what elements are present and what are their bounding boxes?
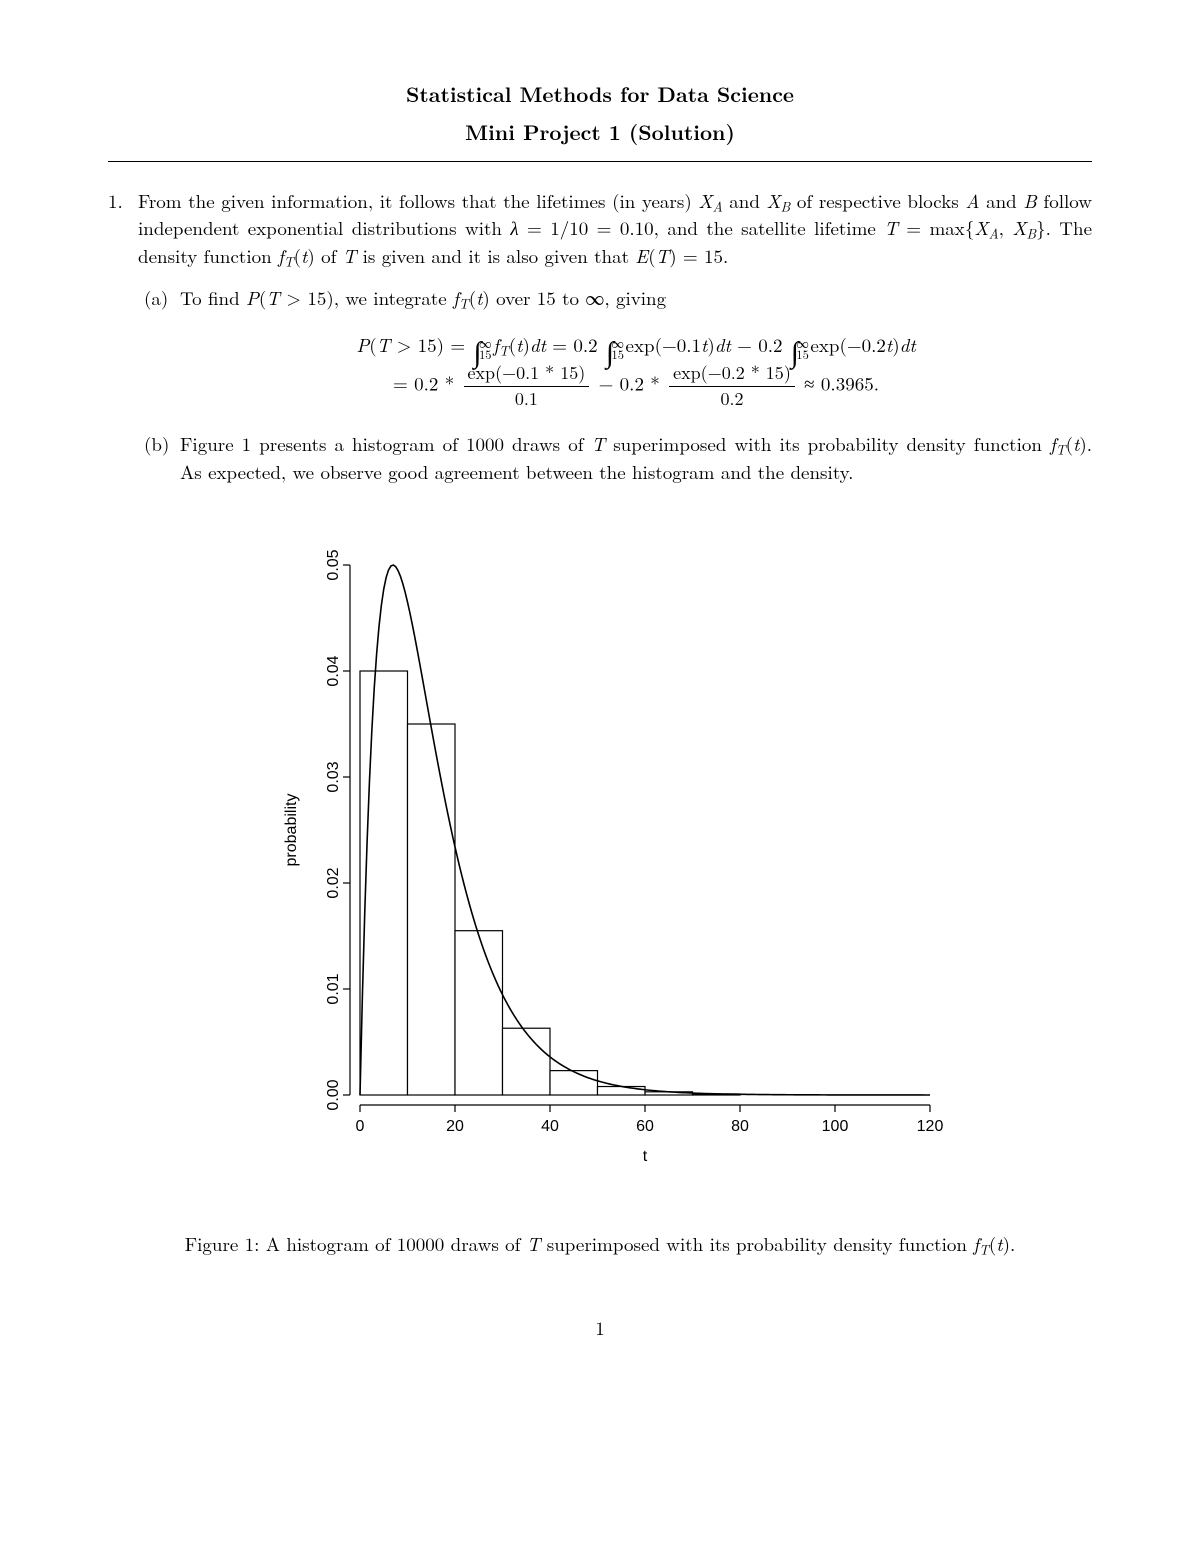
y-tick-label: 0.01 [325,973,342,1004]
part-a: (a) To find P(T > 15), we integrate fT(t… [144,285,1092,410]
y-tick-label: 0.05 [325,549,342,580]
x-tick-label: 20 [446,1118,464,1135]
y-tick-label: 0.00 [325,1079,342,1110]
figure-1-chart: 0 20 40 60 80 100 120 0.00 0.01 0.02 0.03 0.04 0.05 t… [240,545,960,1185]
title-block: Statistical Methods for Data Science Min… [108,80,1092,147]
part-a-equation: P(T > 15) = ∫∞15 fT(t)dt = 0.2 ∫∞15 exp(… [180,327,1092,410]
figure-1-caption: Figure 1: A histogram of 10000 draws of … [108,1231,1092,1259]
histogram-bar [598,1086,646,1094]
y-tick-label: 0.03 [325,761,342,792]
part-a-text: To find P(T > 15), we integrate fT(t) ov… [180,285,1092,313]
problem-list: 1. From the given information, it follow… [108,188,1092,485]
y-tick-label: 0.02 [325,867,342,898]
y-axis-label: probability [283,793,300,866]
part-b: (b) Figure 1 presents a histogram of 100… [144,431,1092,484]
problem-intro: From the given information, it follows t… [138,188,1092,271]
problem-1: 1. From the given information, it follow… [108,188,1092,485]
subparts: (a) To find P(T > 15), we integrate fT(t… [144,285,1092,485]
histogram-bar [455,931,503,1095]
title-line-1: Statistical Methods for Data Science [108,80,1092,108]
histogram-bar [503,1028,551,1095]
part-a-label: (a) [144,285,168,311]
x-tick-label: 40 [541,1118,559,1135]
page-number: 1 [108,1315,1092,1341]
title-line-2: Mini Project 1 (Solution) [108,118,1092,146]
x-tick-label: 0 [356,1118,365,1135]
x-tick-label: 60 [636,1118,654,1135]
problem-number: 1. [108,188,123,214]
figure-1: 0 20 40 60 80 100 120 0.00 0.01 0.02 0.03 0.04 0.05 t… [108,545,1092,1259]
histogram-bar [360,671,408,1095]
histogram-bar [408,724,456,1095]
histogram-bar [550,1070,598,1094]
x-axis-label: t [643,1148,648,1165]
x-tick-label: 80 [731,1118,749,1135]
part-b-text: Figure 1 presents a histogram of 1000 dr… [180,431,1092,484]
header-rule [108,161,1092,162]
part-b-label: (b) [144,431,169,457]
x-tick-label: 100 [822,1118,849,1135]
x-tick-label: 120 [917,1118,944,1135]
y-tick-label: 0.04 [325,655,342,686]
